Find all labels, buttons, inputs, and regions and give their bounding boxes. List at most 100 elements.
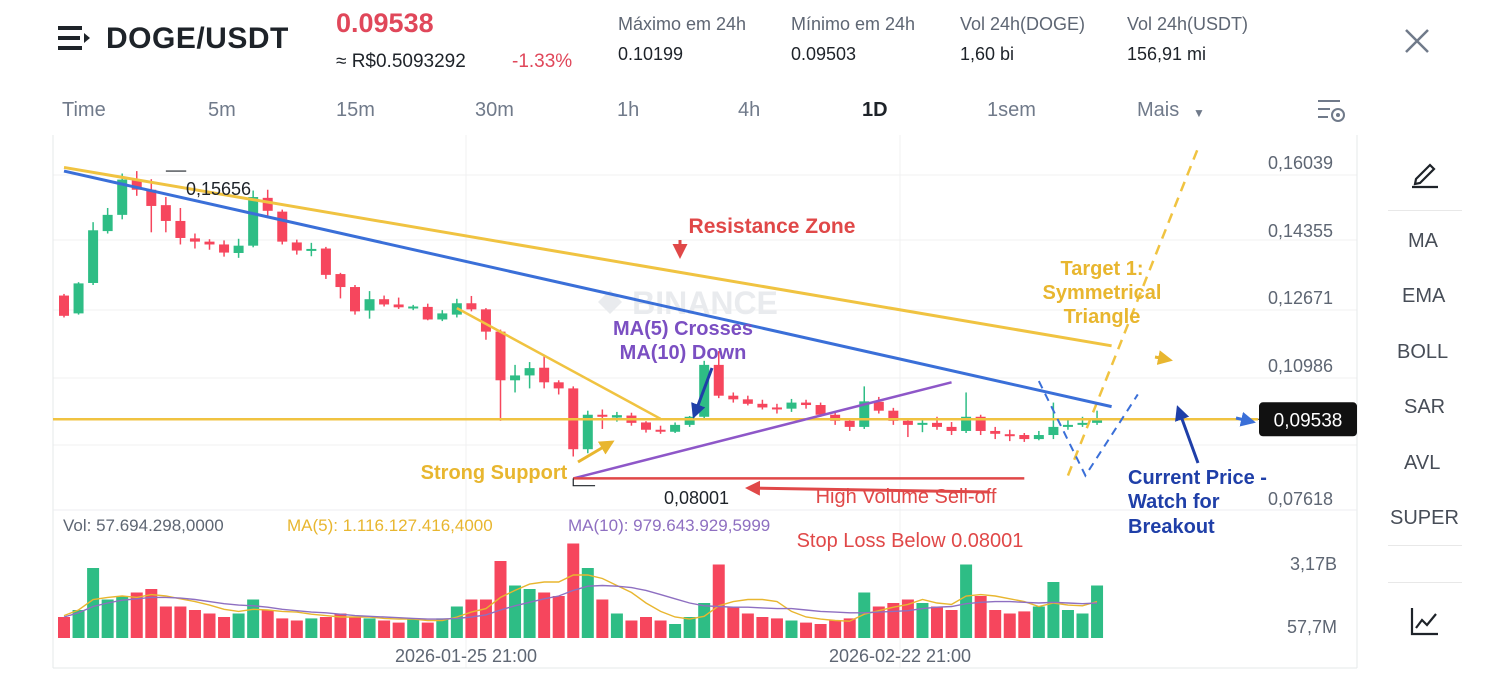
candle-body: [786, 402, 797, 409]
volume-bar: [58, 617, 70, 638]
volume-bar: [421, 622, 434, 638]
volume-bar: [523, 589, 536, 638]
indicator-ma[interactable]: MA: [1408, 230, 1438, 252]
volume-bar: [116, 596, 129, 638]
volume-bar: [596, 599, 609, 638]
candle-body: [73, 283, 84, 314]
tab-1sem[interactable]: 1sem: [987, 99, 1036, 121]
stat-low-label: Mínimo em 24h: [791, 14, 916, 34]
candle-body: [277, 211, 288, 242]
indicator-sar[interactable]: SAR: [1404, 396, 1446, 418]
tab-15m[interactable]: 15m: [336, 99, 375, 121]
volume-bar: [392, 622, 405, 638]
candle-body: [262, 197, 273, 211]
tab-30m[interactable]: 30m: [475, 99, 514, 121]
candle-body: [670, 424, 681, 432]
tab-1d[interactable]: 1D: [862, 99, 888, 121]
volume-bar: [276, 618, 289, 638]
stat-vol-usdt-label: Vol 24h(USDT): [1127, 14, 1249, 34]
chart-settings-icon[interactable]: [1316, 96, 1348, 126]
volume-bar: [174, 606, 187, 638]
volume-tick-label: 3,17B: [1290, 554, 1337, 574]
close-icon[interactable]: [1400, 24, 1434, 58]
candle-body: [684, 416, 695, 425]
indicator-boll[interactable]: BOLL: [1397, 341, 1449, 363]
tab-4h[interactable]: 4h: [738, 99, 761, 121]
volume-bar: [960, 564, 973, 638]
volume-bar: [378, 620, 391, 638]
candle-body: [539, 367, 550, 383]
ma-cross-label-2: MA(10) Down: [620, 342, 747, 364]
candle-body: [1048, 426, 1059, 436]
price-tick-label: 0,12671: [1268, 288, 1333, 308]
annotations: 0,15656 0,08001 Resistance Zone Target 1:Sy…: [186, 179, 1267, 552]
candle-body: [771, 407, 782, 410]
volume-bar: [814, 624, 827, 638]
candle-body: [131, 180, 142, 190]
volume-bar: [305, 618, 318, 638]
volume-bar: [436, 618, 449, 638]
descending-trend-line: [63, 169, 1112, 409]
candle-body: [611, 415, 622, 418]
candle-body: [830, 414, 841, 421]
volume-bar: [538, 592, 551, 638]
pencil-icon[interactable]: [1408, 155, 1442, 189]
rising-trend-line: [572, 381, 952, 480]
candle-body: [160, 205, 171, 221]
candle-body: [801, 402, 812, 406]
indicator-ema[interactable]: EMA: [1402, 285, 1446, 307]
candle-body: [553, 382, 564, 389]
chevron-down-icon[interactable]: ▼: [1193, 106, 1205, 120]
volume-bar: [800, 622, 813, 638]
volume-bar: [654, 620, 667, 638]
indicator-super[interactable]: SUPER: [1390, 507, 1459, 529]
current-price-tag-text: 0,09538: [1274, 410, 1343, 431]
volume-bar: [363, 618, 376, 638]
volume-bar: [450, 606, 463, 638]
volume-bar: [1032, 606, 1045, 638]
candle-body: [219, 244, 230, 253]
candle-body: [655, 429, 666, 432]
candle-body: [1062, 424, 1073, 427]
candle-body: [844, 420, 855, 427]
volume-bar: [1047, 582, 1060, 638]
volume-bar: [625, 620, 638, 638]
candle-body: [1092, 419, 1103, 423]
volume-bar: [770, 618, 783, 638]
candle-body: [335, 274, 346, 288]
volume-bar: [334, 613, 347, 638]
menu-arrow-icon[interactable]: [58, 24, 92, 52]
ma10-volume-line: [63, 584, 1098, 620]
sidebar-divider: [1388, 545, 1462, 546]
candlesticks: [59, 171, 1103, 457]
volume-bar: [916, 603, 929, 638]
tab-time[interactable]: Time: [62, 99, 106, 121]
tab-more[interactable]: Mais: [1137, 99, 1180, 121]
volume-bar: [1003, 613, 1016, 638]
candle-body: [961, 416, 972, 431]
volume-bar: [741, 613, 754, 638]
volume-bar: [72, 610, 85, 638]
trend-end-arrow: [1235, 411, 1256, 427]
tab-5m[interactable]: 5m: [208, 99, 236, 121]
line-chart-icon[interactable]: [1408, 604, 1442, 638]
candle-body: [815, 405, 826, 415]
high-price-label: 0,15656: [186, 179, 251, 199]
candle-body: [990, 430, 1001, 434]
candle-body: [873, 401, 884, 411]
price-tick-label: 0,16039: [1268, 153, 1333, 173]
resistance-label: Resistance Zone: [689, 215, 856, 238]
low-marker-line: [572, 478, 596, 487]
pair-title[interactable]: DOGE/USDT: [106, 22, 289, 55]
candle-body: [146, 189, 157, 206]
support-diagonal-line: [456, 307, 662, 420]
indicator-avl[interactable]: AVL: [1404, 452, 1441, 474]
tab-1h[interactable]: 1h: [617, 99, 640, 121]
stop-loss-label: Stop Loss Below 0.08001: [797, 530, 1024, 552]
stat-vol-doge-value: 1,60 bi: [960, 44, 1015, 64]
candle-body: [320, 248, 331, 275]
ma-cross-label-1: MA(5) Crosses: [613, 318, 753, 340]
ma5-volume-line: [63, 574, 1098, 622]
price-axis: 0,16039 0,14355 0,12671 0,10986 0,07618 0,095…: [395, 153, 1357, 666]
